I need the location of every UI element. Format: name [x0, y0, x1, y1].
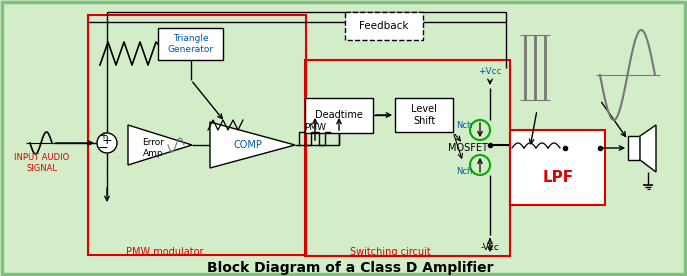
Text: Nch: Nch	[455, 121, 472, 129]
Bar	[395, 98, 453, 132]
Text: Triangle
Generator: Triangle Generator	[168, 34, 214, 54]
Bar	[305, 60, 510, 256]
Text: Block Diagram of a Class D Amplifier: Block Diagram of a Class D Amplifier	[207, 261, 493, 275]
Text: +: +	[102, 134, 112, 147]
Text: −: −	[98, 142, 109, 155]
Circle shape	[97, 133, 117, 153]
Polygon shape	[128, 125, 192, 165]
Text: Level
Shift: Level Shift	[411, 104, 437, 126]
Bar	[345, 12, 423, 40]
Text: LPF: LPF	[543, 171, 574, 185]
Bar	[88, 15, 306, 255]
Polygon shape	[640, 125, 656, 172]
Text: Nch: Nch	[455, 168, 472, 176]
Text: Switching circuit: Switching circuit	[350, 247, 430, 257]
Text: +Vcc: +Vcc	[478, 68, 502, 76]
Bar	[510, 130, 605, 205]
Bar	[158, 28, 223, 60]
Bar	[305, 98, 373, 133]
Text: -Vcc: -Vcc	[481, 243, 499, 253]
Text: Error
Amp: Error Amp	[142, 138, 164, 158]
Text: PMW modulator: PMW modulator	[126, 247, 204, 257]
Text: MOSFET: MOSFET	[448, 143, 488, 153]
Text: +: +	[99, 131, 107, 141]
Polygon shape	[210, 122, 295, 168]
Text: Deadtime: Deadtime	[315, 110, 363, 120]
Text: INPUT AUDIO
SIGNAL: INPUT AUDIO SIGNAL	[14, 153, 69, 173]
Text: PMW: PMW	[304, 123, 326, 131]
Bar	[628, 136, 640, 160]
Text: Feedback: Feedback	[359, 21, 409, 31]
Text: COMP: COMP	[234, 140, 262, 150]
